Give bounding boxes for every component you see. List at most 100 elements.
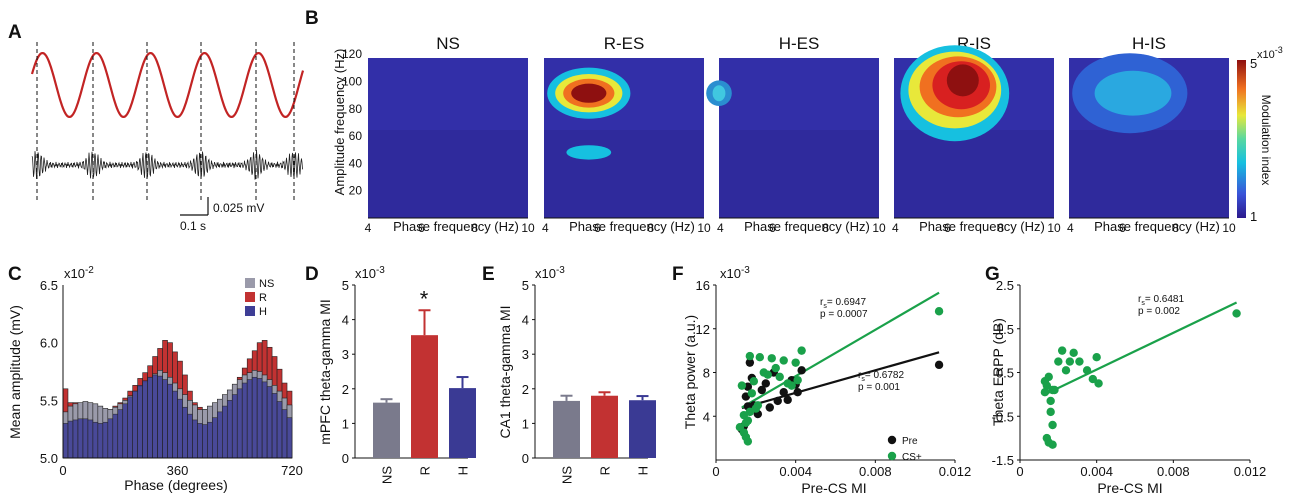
heatmap-title: NS bbox=[436, 34, 460, 53]
bar-ytick: 5 bbox=[522, 278, 529, 293]
heatmap-xtick: 10 bbox=[521, 221, 535, 235]
c-bar-h bbox=[222, 405, 228, 459]
bar-ytick: 3 bbox=[342, 347, 349, 362]
c-xtick: 0 bbox=[59, 463, 66, 478]
panel-label-e: E bbox=[482, 264, 495, 285]
gamma-signal-trace bbox=[31, 149, 304, 180]
bar-ytick: 0 bbox=[522, 451, 529, 466]
c-bar-h bbox=[226, 400, 233, 459]
theta-signal-trace bbox=[30, 52, 305, 118]
panel-e-ca1-bars: 0 1 2 3 4 5 NS R H x10-3 CA1 theta-gamma MI bbox=[497, 265, 656, 484]
heatmap-xtick: 8 bbox=[471, 221, 478, 235]
c-bar-h bbox=[281, 409, 288, 459]
heatmap-xtick: 10 bbox=[872, 221, 886, 235]
heatmap-xlabel: Phase frequency (Hz) bbox=[1094, 219, 1220, 234]
c-bar-h bbox=[266, 386, 273, 459]
heatmap-title: H-IS bbox=[1132, 34, 1166, 53]
scatter-xtick: 0.008 bbox=[1157, 464, 1190, 479]
heatmap-ytick: 20 bbox=[349, 184, 363, 198]
panel-label-d: D bbox=[305, 264, 319, 285]
c-bar-h bbox=[107, 418, 114, 459]
point-green bbox=[775, 372, 784, 382]
heatmap-ytick: 80 bbox=[349, 102, 363, 116]
c-bar-h bbox=[132, 390, 138, 459]
scatter-xtick: 0 bbox=[712, 464, 719, 479]
point-green bbox=[753, 401, 763, 410]
scatter-xtick: 0.008 bbox=[859, 464, 892, 479]
e-ylabel: CA1 theta-gamma MI bbox=[497, 305, 513, 438]
bar-category-label: H bbox=[636, 466, 651, 475]
scatter-xtick: 0.004 bbox=[1080, 464, 1113, 479]
point-green bbox=[1054, 357, 1063, 366]
heatmap-xtick: 6 bbox=[594, 221, 601, 235]
point-black bbox=[934, 360, 944, 370]
c-legend: NS RH bbox=[245, 278, 274, 318]
point-green bbox=[934, 307, 944, 316]
colorbar-exponent: x10-3 bbox=[1257, 45, 1283, 61]
point-black bbox=[793, 387, 802, 397]
heatmap-xtick: 6 bbox=[944, 221, 951, 235]
bar-ytick: 0 bbox=[342, 451, 349, 466]
c-legend-swatch bbox=[245, 292, 255, 302]
point-black bbox=[783, 395, 792, 405]
f-legend-pre-label: Pre bbox=[902, 436, 918, 447]
bar-h bbox=[449, 388, 476, 458]
panel-g-theta-erpp-scatter: -1.5 -0.5 0.5 1.5 2.5 0 0.004 0.008 0.012 rs= 0.6… bbox=[990, 278, 1266, 496]
scatter-ytick: 8 bbox=[703, 366, 710, 381]
bar-ytick: 1 bbox=[522, 416, 529, 431]
point-green bbox=[747, 389, 757, 398]
heatmap-xtick: 6 bbox=[1119, 221, 1126, 235]
c-bar-h bbox=[152, 374, 158, 459]
g-stats-p: p = 0.002 bbox=[1138, 306, 1180, 317]
point-green bbox=[1040, 387, 1050, 397]
bar-h bbox=[629, 400, 656, 458]
point-green bbox=[1044, 372, 1053, 382]
point-green bbox=[1065, 357, 1075, 366]
c-bar-h bbox=[87, 419, 94, 459]
scatter-xtick: 0.012 bbox=[1234, 464, 1267, 479]
c-bar-h bbox=[236, 388, 243, 459]
fit-line-green bbox=[1044, 301, 1238, 396]
c-bar-h bbox=[142, 380, 148, 459]
heatmap-xtick: 4 bbox=[892, 221, 899, 235]
c-bar-h bbox=[192, 419, 198, 459]
point-green bbox=[787, 381, 796, 390]
heatmap-xtick: 4 bbox=[1067, 221, 1074, 235]
heatmap-xlabel: Phase frequency (Hz) bbox=[744, 219, 870, 234]
heatmap-ytick: 60 bbox=[349, 129, 363, 143]
f-stats-pre-r: rs= 0.6782 bbox=[858, 370, 904, 383]
f-multiplier: x10-3 bbox=[720, 265, 750, 281]
c-bar-h bbox=[271, 393, 278, 459]
panel-c-phase-amplitude: 5.0 5.5 6.0 6.5 0 360 720 x10-2 Mean amplitude… bbox=[7, 265, 303, 493]
c-bar-h bbox=[147, 376, 153, 459]
point-green bbox=[743, 416, 753, 425]
heatmap-xlabel: Phase frequency (Hz) bbox=[569, 219, 695, 234]
heatmap-ytick: 120 bbox=[342, 47, 362, 61]
c-bar-h bbox=[122, 403, 129, 459]
c-legend-label: H bbox=[259, 306, 267, 318]
c-bar-h bbox=[207, 421, 213, 459]
point-black bbox=[757, 385, 767, 395]
heatmap-ylabel: Amplitude frequency (Hz) bbox=[332, 49, 347, 196]
heatmap-1-blob bbox=[566, 145, 612, 160]
c-xlabel: Phase (degrees) bbox=[124, 477, 228, 493]
point-green bbox=[763, 370, 772, 379]
fit-line-green bbox=[741, 291, 940, 409]
scatter-ytick: -1.5 bbox=[992, 453, 1014, 468]
scatter-ytick: 2.5 bbox=[996, 278, 1014, 293]
c-bar-h bbox=[182, 406, 188, 459]
bar-ns bbox=[553, 400, 580, 458]
point-green bbox=[797, 346, 806, 355]
f-legend-csplus-marker bbox=[887, 451, 897, 461]
c-bar-h bbox=[246, 379, 253, 459]
c-xtick: 720 bbox=[281, 463, 303, 478]
f-stats-pre-p: p = 0.001 bbox=[858, 382, 900, 393]
c-bar-h bbox=[231, 394, 238, 459]
scatter-ytick: 1.5 bbox=[996, 322, 1014, 337]
point-green bbox=[793, 375, 802, 385]
panel-label-f: F bbox=[672, 264, 684, 285]
heatmap-1-blob bbox=[571, 83, 607, 103]
scatter-ytick: 16 bbox=[696, 278, 710, 293]
colorbar-min: 1 bbox=[1250, 209, 1257, 224]
